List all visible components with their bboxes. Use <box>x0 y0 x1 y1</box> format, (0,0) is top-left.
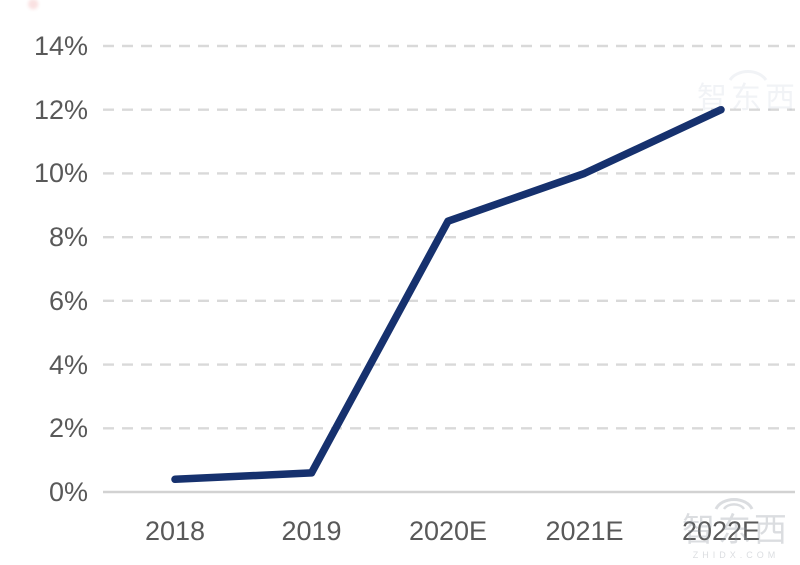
y-tick-label: 10% <box>33 158 88 189</box>
x-tick-label: 2021E <box>545 516 624 546</box>
y-tick-label: 6% <box>48 285 88 316</box>
x-tick-label: 2018 <box>144 516 206 546</box>
x-tick-label: 2019 <box>281 516 342 546</box>
data-series-line <box>171 105 725 484</box>
y-tick-label: 14% <box>33 31 88 61</box>
y-tick-label: 2% <box>48 413 88 444</box>
y-tick-label: 0% <box>48 477 88 507</box>
x-tick-label: 2020E <box>408 516 488 546</box>
x-tick-label: 2022E <box>681 516 761 546</box>
y-tick-label: 12% <box>33 94 88 125</box>
y-tick-label: 8% <box>48 222 88 253</box>
y-tick-label: 4% <box>48 349 88 380</box>
